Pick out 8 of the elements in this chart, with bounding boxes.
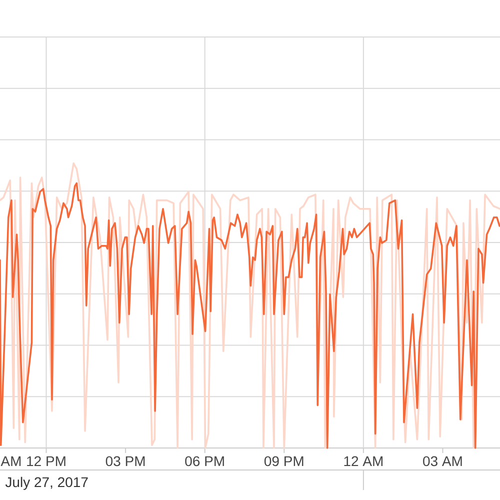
text: AM [0, 456, 21, 466]
x-tick-label: 12 PM [27, 456, 66, 466]
x-tick-label: 03 AM [423, 456, 462, 466]
x-tick-label: 03 PM [106, 456, 145, 466]
x-axis-title: July 27, 2017 [5, 476, 88, 490]
x-tick-label: 06 PM [185, 456, 224, 466]
x-tick-label: 12 AM [344, 456, 383, 466]
x-tick-label: 09 PM [264, 456, 304, 466]
